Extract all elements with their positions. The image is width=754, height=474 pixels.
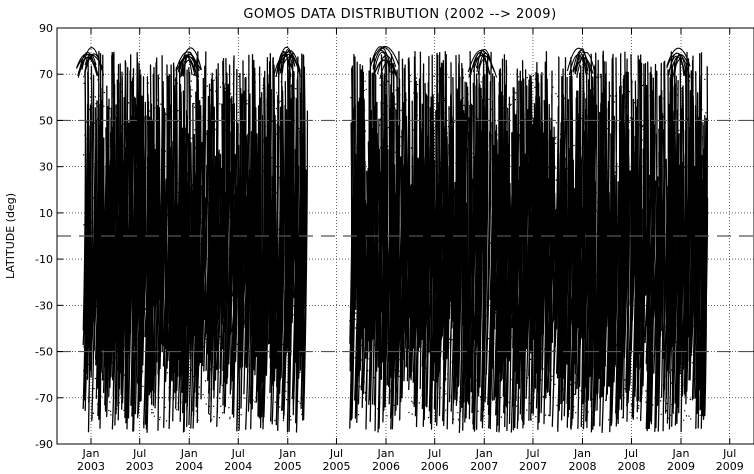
x-tick-month: Jan xyxy=(672,447,690,460)
axis-layer: -90-70-50-30-101030507090Jan2003Jul2003J… xyxy=(35,22,744,473)
x-tick-month: Jan xyxy=(82,447,100,460)
x-tick-year: 2009 xyxy=(667,460,695,473)
x-tick-year: 2005 xyxy=(322,460,350,473)
y-axis-label: LATITUDE (deg) xyxy=(4,193,17,279)
plot-frame xyxy=(56,27,754,445)
y-tick-label: 30 xyxy=(39,161,53,174)
x-tick-month: Jul xyxy=(427,447,441,460)
data-layer xyxy=(75,45,709,433)
y-tick-label: -10 xyxy=(35,253,53,266)
x-tick-year: 2007 xyxy=(470,460,498,473)
y-tick-label: 10 xyxy=(39,207,53,220)
y-tick-label: -30 xyxy=(35,299,53,312)
x-tick-year: 2009 xyxy=(716,460,744,473)
y-tick-label: 70 xyxy=(39,68,53,81)
x-tick-month: Jul xyxy=(722,447,736,460)
x-tick-year: 2008 xyxy=(568,460,596,473)
x-tick-year: 2005 xyxy=(274,460,302,473)
y-tick-label: -90 xyxy=(35,438,53,451)
x-tick-month: Jan xyxy=(180,447,198,460)
x-tick-month: Jul xyxy=(624,447,638,460)
x-tick-year: 2003 xyxy=(77,460,105,473)
x-tick-year: 2008 xyxy=(617,460,645,473)
x-tick-year: 2007 xyxy=(519,460,547,473)
x-tick-year: 2006 xyxy=(372,460,400,473)
x-tick-year: 2004 xyxy=(224,460,252,473)
chart-title: GOMOS DATA DISTRIBUTION (2002 --> 2009) xyxy=(243,7,556,22)
x-tick-month: Jul xyxy=(525,447,539,460)
y-tick-label: -50 xyxy=(35,346,53,359)
y-tick-label: 50 xyxy=(39,114,53,127)
x-tick-month: Jan xyxy=(278,447,296,460)
x-tick-month: Jan xyxy=(377,447,395,460)
x-tick-month: Jan xyxy=(475,447,493,460)
x-tick-year: 2003 xyxy=(126,460,154,473)
polar-arc-group xyxy=(75,45,691,79)
data-point-group xyxy=(82,73,707,422)
x-tick-month: Jul xyxy=(132,447,146,460)
y-tick-label: -70 xyxy=(35,392,53,405)
data-track-group xyxy=(82,50,709,433)
x-tick-month: Jan xyxy=(573,447,591,460)
x-tick-year: 2004 xyxy=(175,460,203,473)
x-tick-year: 2006 xyxy=(421,460,449,473)
x-tick-month: Jul xyxy=(329,447,343,460)
y-tick-label: 90 xyxy=(39,22,53,35)
reference-lines xyxy=(57,119,754,353)
x-tick-month: Jul xyxy=(231,447,245,460)
